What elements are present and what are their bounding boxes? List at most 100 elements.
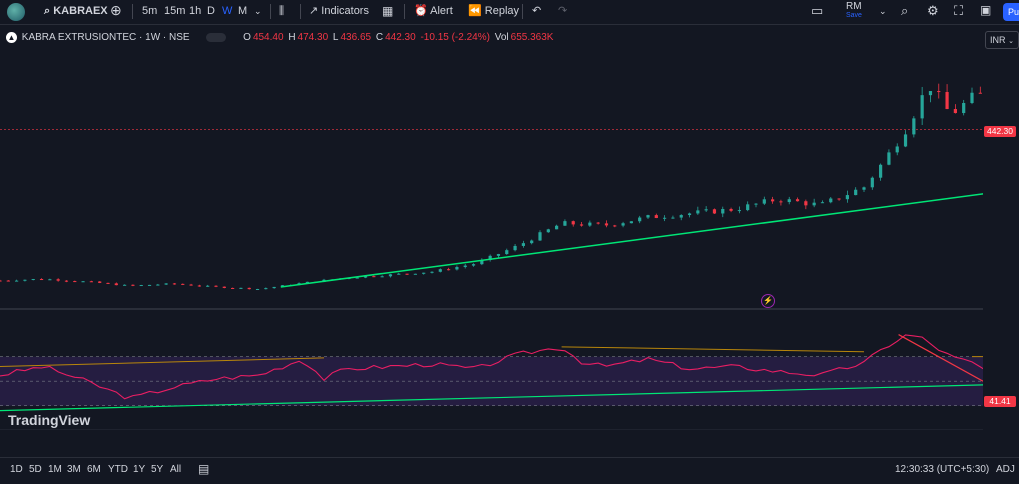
indicators-button[interactable]: ↗ Indicators (309, 3, 369, 20)
symbol-logo-icon: ▲ (6, 32, 17, 43)
currency-select[interactable]: INR ⌄ (985, 31, 1019, 49)
candle-body (231, 287, 235, 289)
alert-button[interactable]: ⏰ Alert (414, 3, 453, 20)
replay-button[interactable]: ⏪ Replay (468, 3, 519, 20)
candle-body (530, 240, 534, 244)
candle-body (563, 221, 567, 226)
symbol-search-button[interactable]: ⌕ KABRAEX (44, 3, 108, 20)
candle-body (787, 199, 791, 203)
interval-1h[interactable]: 1h (189, 5, 202, 17)
candle-body (255, 288, 260, 290)
candle-body (123, 284, 127, 286)
publish-button[interactable]: Pu (1003, 3, 1019, 21)
candle-body (413, 273, 417, 275)
range-1d[interactable]: 1D (10, 464, 23, 475)
candle-body (214, 285, 218, 287)
candle-body (679, 215, 683, 218)
candle-body (588, 222, 592, 226)
candle-body (912, 118, 916, 135)
candle-body (513, 245, 517, 251)
candle-body (23, 279, 27, 281)
candle-body (704, 209, 708, 211)
interval-d[interactable]: D (207, 5, 215, 17)
candle-body (422, 272, 426, 274)
bolt-icon[interactable]: ⚡ (761, 294, 775, 308)
camera-icon[interactable]: ▣ (980, 3, 992, 17)
interval-m[interactable]: M (238, 5, 248, 17)
legend-high: 474.30 (297, 32, 329, 44)
candle-body (496, 254, 501, 256)
candles-icon[interactable]: ⫼ (279, 5, 285, 17)
candle-body (829, 198, 833, 203)
rsi-line (0, 334, 983, 400)
interval-w[interactable]: W (222, 5, 233, 17)
candle-body (31, 279, 35, 281)
candle-body (264, 288, 268, 290)
candle-body (937, 91, 941, 93)
candle-body (455, 267, 459, 270)
range-all[interactable]: All (170, 464, 182, 475)
legend-low: 436.65 (340, 32, 372, 44)
indicators-icon: ↗ (309, 5, 319, 17)
currency-chevron-icon: ⌄ (1008, 38, 1014, 45)
candle-body (613, 225, 617, 227)
adjust-button[interactable]: ADJ (996, 464, 1015, 475)
rsi-value-tag: 41.41 (984, 396, 1016, 407)
candle-body (771, 199, 775, 202)
price-trendline (280, 193, 983, 288)
range-3m[interactable]: 3M (67, 464, 81, 475)
layout-icon[interactable]: ▭ (811, 3, 824, 18)
chart-area[interactable]: 0.00100.00200.00300.00400.00500.00600.00… (0, 26, 983, 430)
range-ytd[interactable]: YTD (108, 464, 128, 475)
candle-body (970, 92, 974, 103)
calendar-icon[interactable]: ▤ (198, 462, 210, 476)
candle-body (804, 201, 808, 206)
undo-icon[interactable]: ↶ (532, 5, 542, 17)
candle-body (0, 280, 2, 282)
chevron-down-icon[interactable]: ⌄ (254, 6, 262, 16)
range-1m[interactable]: 1M (48, 464, 62, 475)
candle-body (712, 209, 717, 214)
candle-body (596, 222, 600, 224)
range-1y[interactable]: 1Y (133, 464, 146, 475)
candle-body (6, 280, 10, 282)
interval-15m[interactable]: 15m (164, 5, 186, 17)
templates-icon[interactable]: ▦ (382, 4, 394, 18)
candle-body (671, 217, 675, 219)
compare-add-icon[interactable]: ⊕ (110, 2, 122, 18)
candle-body (854, 189, 858, 196)
settings-gear-icon[interactable]: ⚙ (927, 3, 939, 18)
candle-body (879, 164, 883, 178)
range-6m[interactable]: 6M (87, 464, 101, 475)
replay-icon: ⏪ (468, 5, 482, 17)
interval-5m[interactable]: 5m (142, 5, 158, 17)
quick-search-icon[interactable]: ⌕ (901, 3, 909, 18)
candle-body (363, 276, 368, 278)
legend-toggle-icon[interactable] (206, 33, 227, 42)
app-logo-icon[interactable] (7, 3, 25, 21)
range-5d[interactable]: 5D (29, 464, 42, 475)
candle-body (521, 243, 525, 246)
candle-body (837, 198, 841, 200)
candle-body (480, 260, 484, 265)
alert-icon: ⏰ (414, 5, 428, 17)
top-toolbar: ⌕ KABRAEX ⊕ 5m 15m 1h D W M ⌄ ⫼ ↗ Indica… (0, 0, 1019, 25)
candle-body (870, 177, 874, 188)
clock-time[interactable]: 12:30:33 (UTC+5:30) (895, 464, 990, 475)
layout-name[interactable]: RM (846, 1, 862, 12)
layout-chevron-down-icon[interactable]: ⌄ (879, 6, 887, 16)
candle-body (172, 283, 177, 285)
candle-body (895, 146, 899, 153)
rsi-resistance-line (898, 334, 983, 382)
save-label[interactable]: Save (846, 12, 862, 19)
candle-body (604, 223, 609, 226)
candle-body (447, 269, 451, 271)
candle-body (903, 134, 908, 147)
fullscreen-icon[interactable]: ⛶ (954, 3, 964, 18)
candle-body (89, 281, 93, 283)
range-5y[interactable]: 5Y (151, 464, 164, 475)
candle-body (687, 213, 692, 216)
candle-body (795, 199, 800, 202)
candle-body (131, 284, 135, 286)
symbol-label: KABRAEX (53, 5, 108, 17)
